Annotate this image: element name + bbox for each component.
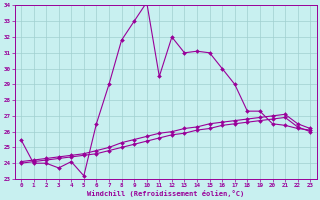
X-axis label: Windchill (Refroidissement éolien,°C): Windchill (Refroidissement éolien,°C) <box>87 190 244 197</box>
